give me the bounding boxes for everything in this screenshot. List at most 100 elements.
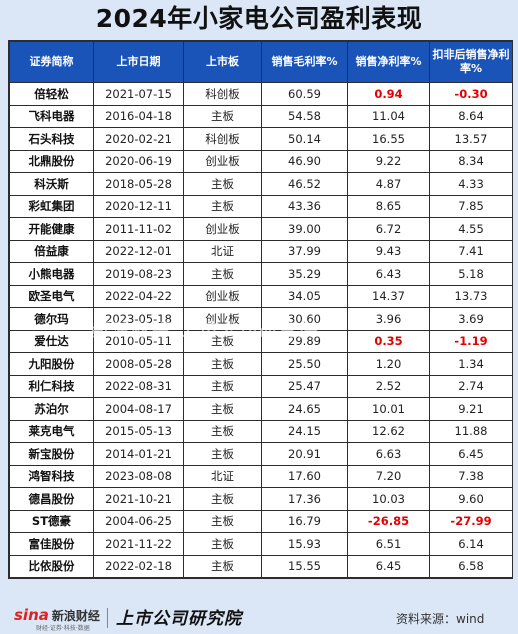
cell-gross-margin: 20.91 [261, 442, 348, 466]
cell-security-name: 新宝股份 [9, 442, 94, 466]
cell-security-name: 倍益康 [9, 239, 94, 263]
profit-table: 证券简称 上市日期 上市板 销售毛利率% 销售净利率% 扣非后销售净利率% 倍轻… [8, 40, 513, 579]
cell-net-margin: 16.55 [347, 127, 430, 151]
table-row: 欧圣电气 2022-04-22 创业板 34.05 14.37 13.73 [9, 284, 513, 308]
cell-security-name: 莱克电气 [9, 419, 94, 443]
sina-logo-subtitle: 财经·证券·科技·数据 [36, 625, 90, 632]
cell-adjusted-net-margin: 8.64 [429, 104, 513, 128]
cell-adjusted-net-margin: 7.38 [429, 464, 513, 488]
cell-adjusted-net-margin: -27.99 [429, 509, 513, 533]
cell-adjusted-net-margin: 1.34 [429, 352, 513, 376]
cell-security-name: 石头科技 [9, 127, 94, 151]
cell-net-margin: 10.03 [347, 487, 430, 511]
cell-gross-margin: 16.79 [261, 509, 348, 533]
cell-security-name: 北鼎股份 [9, 149, 94, 173]
cell-adjusted-net-margin: 3.69 [429, 307, 513, 331]
cell-gross-margin: 46.90 [261, 149, 348, 173]
header-security-name: 证券简称 [9, 41, 94, 83]
cell-board: 主板 [183, 397, 262, 421]
cell-gross-margin: 24.15 [261, 419, 348, 443]
cell-security-name: 爱仕达 [9, 329, 94, 353]
cell-gross-margin: 46.52 [261, 172, 348, 196]
institute-logo: 上市公司研究院 [116, 609, 242, 629]
cell-adjusted-net-margin: 11.88 [429, 419, 513, 443]
cell-adjusted-net-margin: -0.30 [429, 82, 513, 106]
table-row: 利仁科技 2022-08-31 主板 25.47 2.52 2.74 [9, 374, 513, 398]
cell-adjusted-net-margin: 7.41 [429, 239, 513, 263]
cell-board: 科创板 [183, 127, 262, 151]
cell-adjusted-net-margin: 6.45 [429, 442, 513, 466]
cell-listing-date: 2019-08-23 [93, 262, 184, 286]
cell-net-margin: 7.20 [347, 464, 430, 488]
table-row: 九阳股份 2008-05-28 主板 25.50 1.20 1.34 [9, 352, 513, 376]
cell-gross-margin: 15.55 [261, 554, 348, 578]
cell-gross-margin: 37.99 [261, 239, 348, 263]
cell-listing-date: 2018-05-28 [93, 172, 184, 196]
cell-gross-margin: 25.47 [261, 374, 348, 398]
table-row: 飞科电器 2016-04-18 主板 54.58 11.04 8.64 [9, 104, 513, 128]
cell-board: 主板 [183, 104, 262, 128]
cell-net-margin: 6.45 [347, 554, 430, 578]
cell-board: 主板 [183, 352, 262, 376]
cell-listing-date: 2020-12-11 [93, 194, 184, 218]
cell-gross-margin: 50.14 [261, 127, 348, 151]
cell-security-name: 开能健康 [9, 217, 94, 241]
cell-security-name: 飞科电器 [9, 104, 94, 128]
cell-gross-margin: 30.60 [261, 307, 348, 331]
cell-security-name: 九阳股份 [9, 352, 94, 376]
cell-gross-margin: 34.05 [261, 284, 348, 308]
cell-adjusted-net-margin: 2.74 [429, 374, 513, 398]
cell-net-margin: 1.20 [347, 352, 430, 376]
cell-listing-date: 2020-06-19 [93, 149, 184, 173]
header-gross-margin: 销售毛利率% [261, 41, 348, 83]
table-row: 莱克电气 2015-05-13 主板 24.15 12.62 11.88 [9, 419, 513, 443]
cell-net-margin: 10.01 [347, 397, 430, 421]
cell-security-name: 科沃斯 [9, 172, 94, 196]
cell-net-margin: 6.63 [347, 442, 430, 466]
data-source: 资料来源：wind [396, 612, 485, 626]
cell-adjusted-net-margin: 4.33 [429, 172, 513, 196]
cell-net-margin: 9.43 [347, 239, 430, 263]
cell-security-name: 德尔玛 [9, 307, 94, 331]
table-row: 爱仕达 2010-05-11 主板 29.89 0.35 -1.19 [9, 329, 513, 353]
sina-logo-text: 新浪财经 [51, 609, 100, 623]
table-row: 北鼎股份 2020-06-19 创业板 46.90 9.22 8.34 [9, 149, 513, 173]
cell-security-name: ST德豪 [9, 509, 94, 533]
cell-adjusted-net-margin: 9.60 [429, 487, 513, 511]
cell-board: 创业板 [183, 149, 262, 173]
cell-net-margin: 12.62 [347, 419, 430, 443]
cell-net-margin: 9.22 [347, 149, 430, 173]
cell-listing-date: 2010-05-11 [93, 329, 184, 353]
cell-security-name: 德昌股份 [9, 487, 94, 511]
cell-security-name: 苏泊尔 [9, 397, 94, 421]
table-row: 苏泊尔 2004-08-17 主板 24.65 10.01 9.21 [9, 397, 513, 421]
cell-board: 主板 [183, 442, 262, 466]
cell-security-name: 倍轻松 [9, 82, 94, 106]
cell-adjusted-net-margin: 9.21 [429, 397, 513, 421]
cell-board: 主板 [183, 554, 262, 578]
cell-gross-margin: 43.36 [261, 194, 348, 218]
cell-net-margin: 6.72 [347, 217, 430, 241]
cell-board: 主板 [183, 262, 262, 286]
table-row: 新宝股份 2014-01-21 主板 20.91 6.63 6.45 [9, 442, 513, 466]
cell-gross-margin: 54.58 [261, 104, 348, 128]
cell-gross-margin: 17.60 [261, 464, 348, 488]
cell-board: 主板 [183, 329, 262, 353]
cell-gross-margin: 39.00 [261, 217, 348, 241]
cell-adjusted-net-margin: 4.55 [429, 217, 513, 241]
cell-board: 主板 [183, 419, 262, 443]
table-row: 小熊电器 2019-08-23 主板 35.29 6.43 5.18 [9, 262, 513, 286]
header-adjusted-net-margin: 扣非后销售净利率% [429, 41, 513, 83]
cell-net-margin: 2.52 [347, 374, 430, 398]
cell-listing-date: 2021-10-21 [93, 487, 184, 511]
table-row: 科沃斯 2018-05-28 主板 46.52 4.87 4.33 [9, 172, 513, 196]
cell-listing-date: 2023-05-18 [93, 307, 184, 331]
cell-board: 科创板 [183, 82, 262, 106]
table-row: 德昌股份 2021-10-21 主板 17.36 10.03 9.60 [9, 487, 513, 511]
cell-gross-margin: 35.29 [261, 262, 348, 286]
cell-listing-date: 2020-02-21 [93, 127, 184, 151]
cell-board: 主板 [183, 532, 262, 556]
cell-gross-margin: 24.65 [261, 397, 348, 421]
cell-listing-date: 2022-08-31 [93, 374, 184, 398]
table-row: 比依股份 2022-02-18 主板 15.55 6.45 6.58 [9, 554, 513, 578]
